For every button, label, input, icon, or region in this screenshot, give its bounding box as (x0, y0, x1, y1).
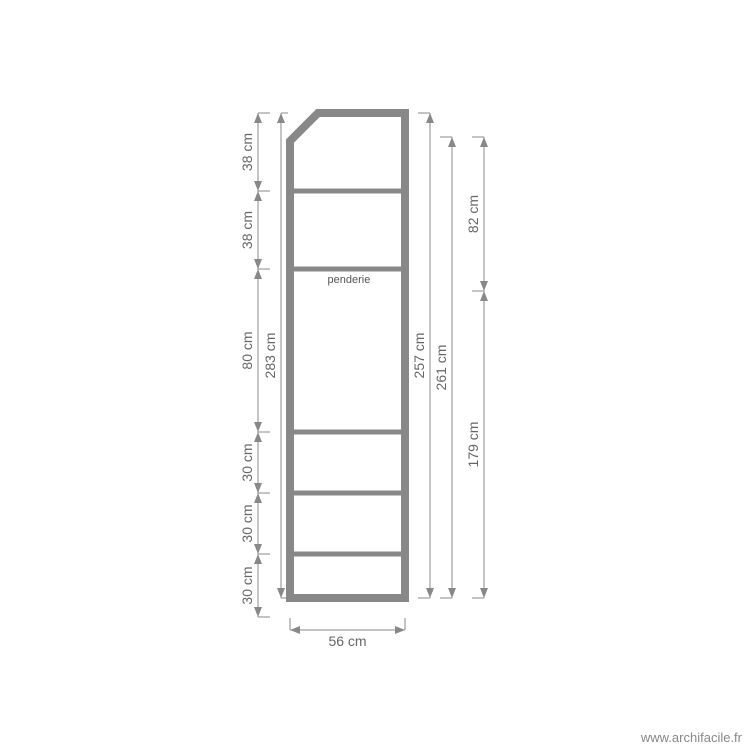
dim-arrow (480, 588, 488, 598)
dim-text: 257 cm (411, 333, 427, 379)
dim-arrow (395, 626, 405, 634)
dim-arrow (254, 113, 262, 123)
dim-arrow (480, 281, 488, 291)
dim-arrow (426, 113, 434, 123)
dim-arrow (277, 113, 285, 123)
dim-arrow (254, 181, 262, 191)
dim-text: 179 cm (465, 422, 481, 468)
cabinet-outline (290, 113, 405, 598)
dim-arrow (448, 137, 456, 147)
dim-arrow (290, 626, 300, 634)
dim-text: 82 cm (465, 195, 481, 233)
watermark: www.archifacile.fr (640, 730, 743, 745)
dim-arrow (254, 269, 262, 279)
dim-arrow (254, 554, 262, 564)
penderie-label: penderie (328, 274, 371, 286)
dim-arrow (277, 588, 285, 598)
dim-text: 30 cm (239, 504, 255, 542)
dim-arrow (254, 607, 262, 617)
technical-drawing: penderie 38 cm 38 cm 80 cm 30 cm 30 cm 30 cm 28… (0, 0, 750, 750)
dim-text: 80 cm (239, 331, 255, 369)
dim-arrow (254, 493, 262, 503)
dim-text: 30 cm (239, 443, 255, 481)
dim-text: 38 cm (239, 133, 255, 171)
dim-arrow (254, 483, 262, 493)
dim-text: 38 cm (239, 211, 255, 249)
dim-arrow (480, 137, 488, 147)
dim-text: 30 cm (239, 566, 255, 604)
dim-text: 283 cm (262, 333, 278, 379)
dim-arrow (254, 432, 262, 442)
dim-arrow (254, 544, 262, 554)
dim-arrow (254, 191, 262, 201)
dim-arrow (426, 588, 434, 598)
dim-arrow (254, 259, 262, 269)
dim-arrow (480, 291, 488, 301)
dim-arrow (448, 588, 456, 598)
dim-text: 261 cm (433, 345, 449, 391)
dim-arrow (254, 422, 262, 432)
dim-text: 56 cm (328, 633, 366, 649)
